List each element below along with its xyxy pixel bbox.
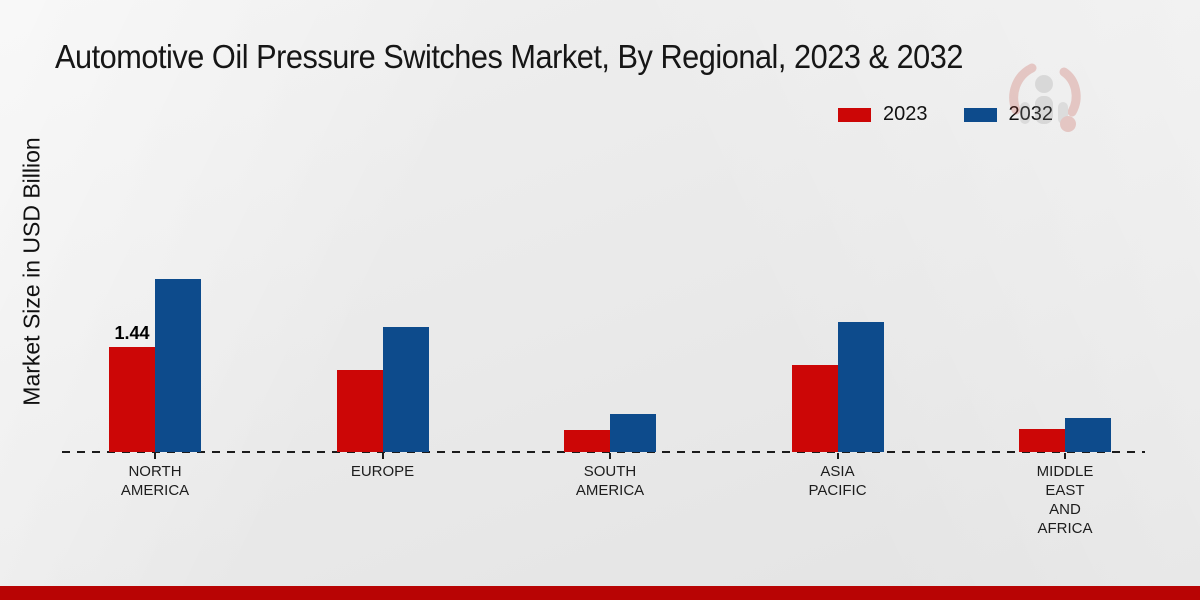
bar-2023-north-america — [109, 347, 155, 452]
legend-item-2023: 2023 — [838, 103, 928, 126]
x-axis-baseline — [62, 451, 1145, 453]
legend-item-2032: 2032 — [963, 103, 1054, 126]
chart-title: Automotive Oil Pressure Switches Market,… — [55, 38, 963, 75]
bar-2032-south-america — [610, 414, 656, 452]
legend-label-2023: 2023 — [883, 103, 928, 125]
bar-2023-europe — [336, 370, 383, 452]
value-label-2023-0: 1.44 — [114, 323, 150, 343]
legend: 2023 2032 — [838, 103, 1053, 126]
axis-tick-middle-east-and-africa — [1064, 453, 1066, 459]
category-label-north-america: NORTH AMERICA — [120, 463, 190, 499]
axis-tick-south-america — [609, 453, 611, 459]
legend-swatch-2032 — [963, 107, 997, 122]
bar-2023-south-america — [564, 430, 610, 452]
bar-2032-asia-pacific — [837, 322, 884, 452]
category-label-europe: EUROPE — [350, 463, 415, 480]
legend-swatch-2023 — [838, 107, 871, 122]
axis-tick-north-america — [154, 453, 156, 459]
footer-band — [0, 586, 1200, 600]
watermark-logo-icon — [1009, 63, 1081, 132]
axis-tick-europe — [381, 453, 384, 459]
y-axis-label: Market Size in USD Billion — [18, 137, 45, 406]
legend-label-2032: 2032 — [1008, 103, 1054, 125]
category-label-asia-pacific: ASIA PACIFIC — [808, 463, 867, 499]
bar-2023-middle-east-and-africa — [1019, 429, 1065, 452]
bar-2032-north-america — [155, 279, 201, 452]
category-label-middle-east-and-africa: MIDDLE EAST AND AFRICA — [1036, 463, 1094, 537]
bar-2023-asia-pacific — [791, 365, 838, 452]
axis-tick-asia-pacific — [836, 453, 839, 459]
category-label-south-america: SOUTH AMERICA — [575, 463, 645, 499]
bar-2032-europe — [382, 327, 429, 452]
bar-2032-middle-east-and-africa — [1065, 418, 1111, 452]
